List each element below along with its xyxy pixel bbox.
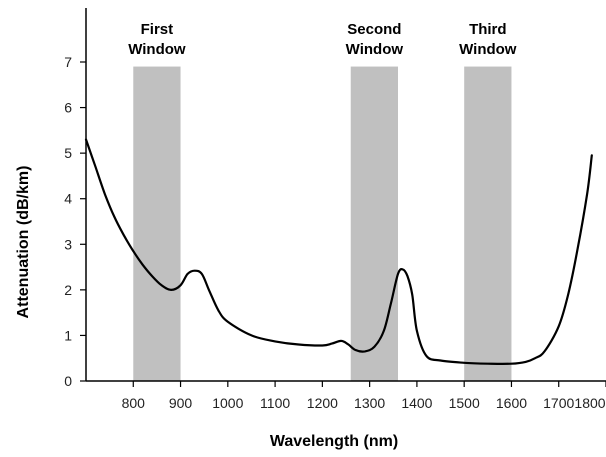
y-tick-label-0: 0	[64, 373, 72, 389]
y-tick-label-4: 4	[64, 191, 72, 207]
window-label-2-line2: Window	[346, 41, 404, 58]
window-label-1-line1: First	[141, 21, 174, 38]
x-tick-label-1000: 1000	[212, 395, 243, 411]
x-tick-label-900: 900	[169, 395, 193, 411]
x-tick-label-1800: 1800	[574, 395, 605, 411]
y-tick-label-6: 6	[64, 100, 72, 116]
y-tick-label-1: 1	[64, 327, 72, 343]
attenuation-curve	[84, 138, 593, 365]
x-axis-title: Wavelength (nm)	[270, 433, 398, 450]
x-tick-label-800: 800	[122, 395, 146, 411]
window-band-3	[464, 66, 512, 382]
y-tick-label-7: 7	[64, 54, 72, 70]
transmission-windows	[133, 66, 512, 382]
y-tick-label-2: 2	[64, 282, 72, 298]
y-tick-label-3: 3	[64, 236, 72, 252]
y-axis-title: Attenuation (dB/km)	[15, 166, 32, 319]
x-tick-label-1200: 1200	[307, 395, 338, 411]
x-tick-label-1100: 1100	[260, 395, 290, 411]
window-labels: First Window Second Window Third Window	[128, 21, 517, 58]
y-tick-label-5: 5	[64, 145, 72, 161]
window-label-3-line1: Third	[469, 21, 507, 38]
window-label-2-line1: Second	[347, 21, 401, 38]
x-tick-label-1300: 1300	[354, 395, 385, 411]
ticks: 0 1 2 3 4 5 6 7 800 900 1000 1100 1200 1300 1400 1500 16…	[64, 54, 606, 411]
x-tick-label-1400: 1400	[401, 395, 432, 411]
window-label-3-line2: Window	[459, 41, 517, 58]
axes	[85, 8, 606, 382]
window-band-2	[350, 66, 398, 382]
x-tick-label-1600: 1600	[496, 395, 527, 411]
x-tick-label-1500: 1500	[449, 395, 480, 411]
window-label-1-line2: Window	[128, 41, 186, 58]
x-tick-label-1700: 1700	[543, 395, 574, 411]
window-band-1	[133, 66, 181, 382]
